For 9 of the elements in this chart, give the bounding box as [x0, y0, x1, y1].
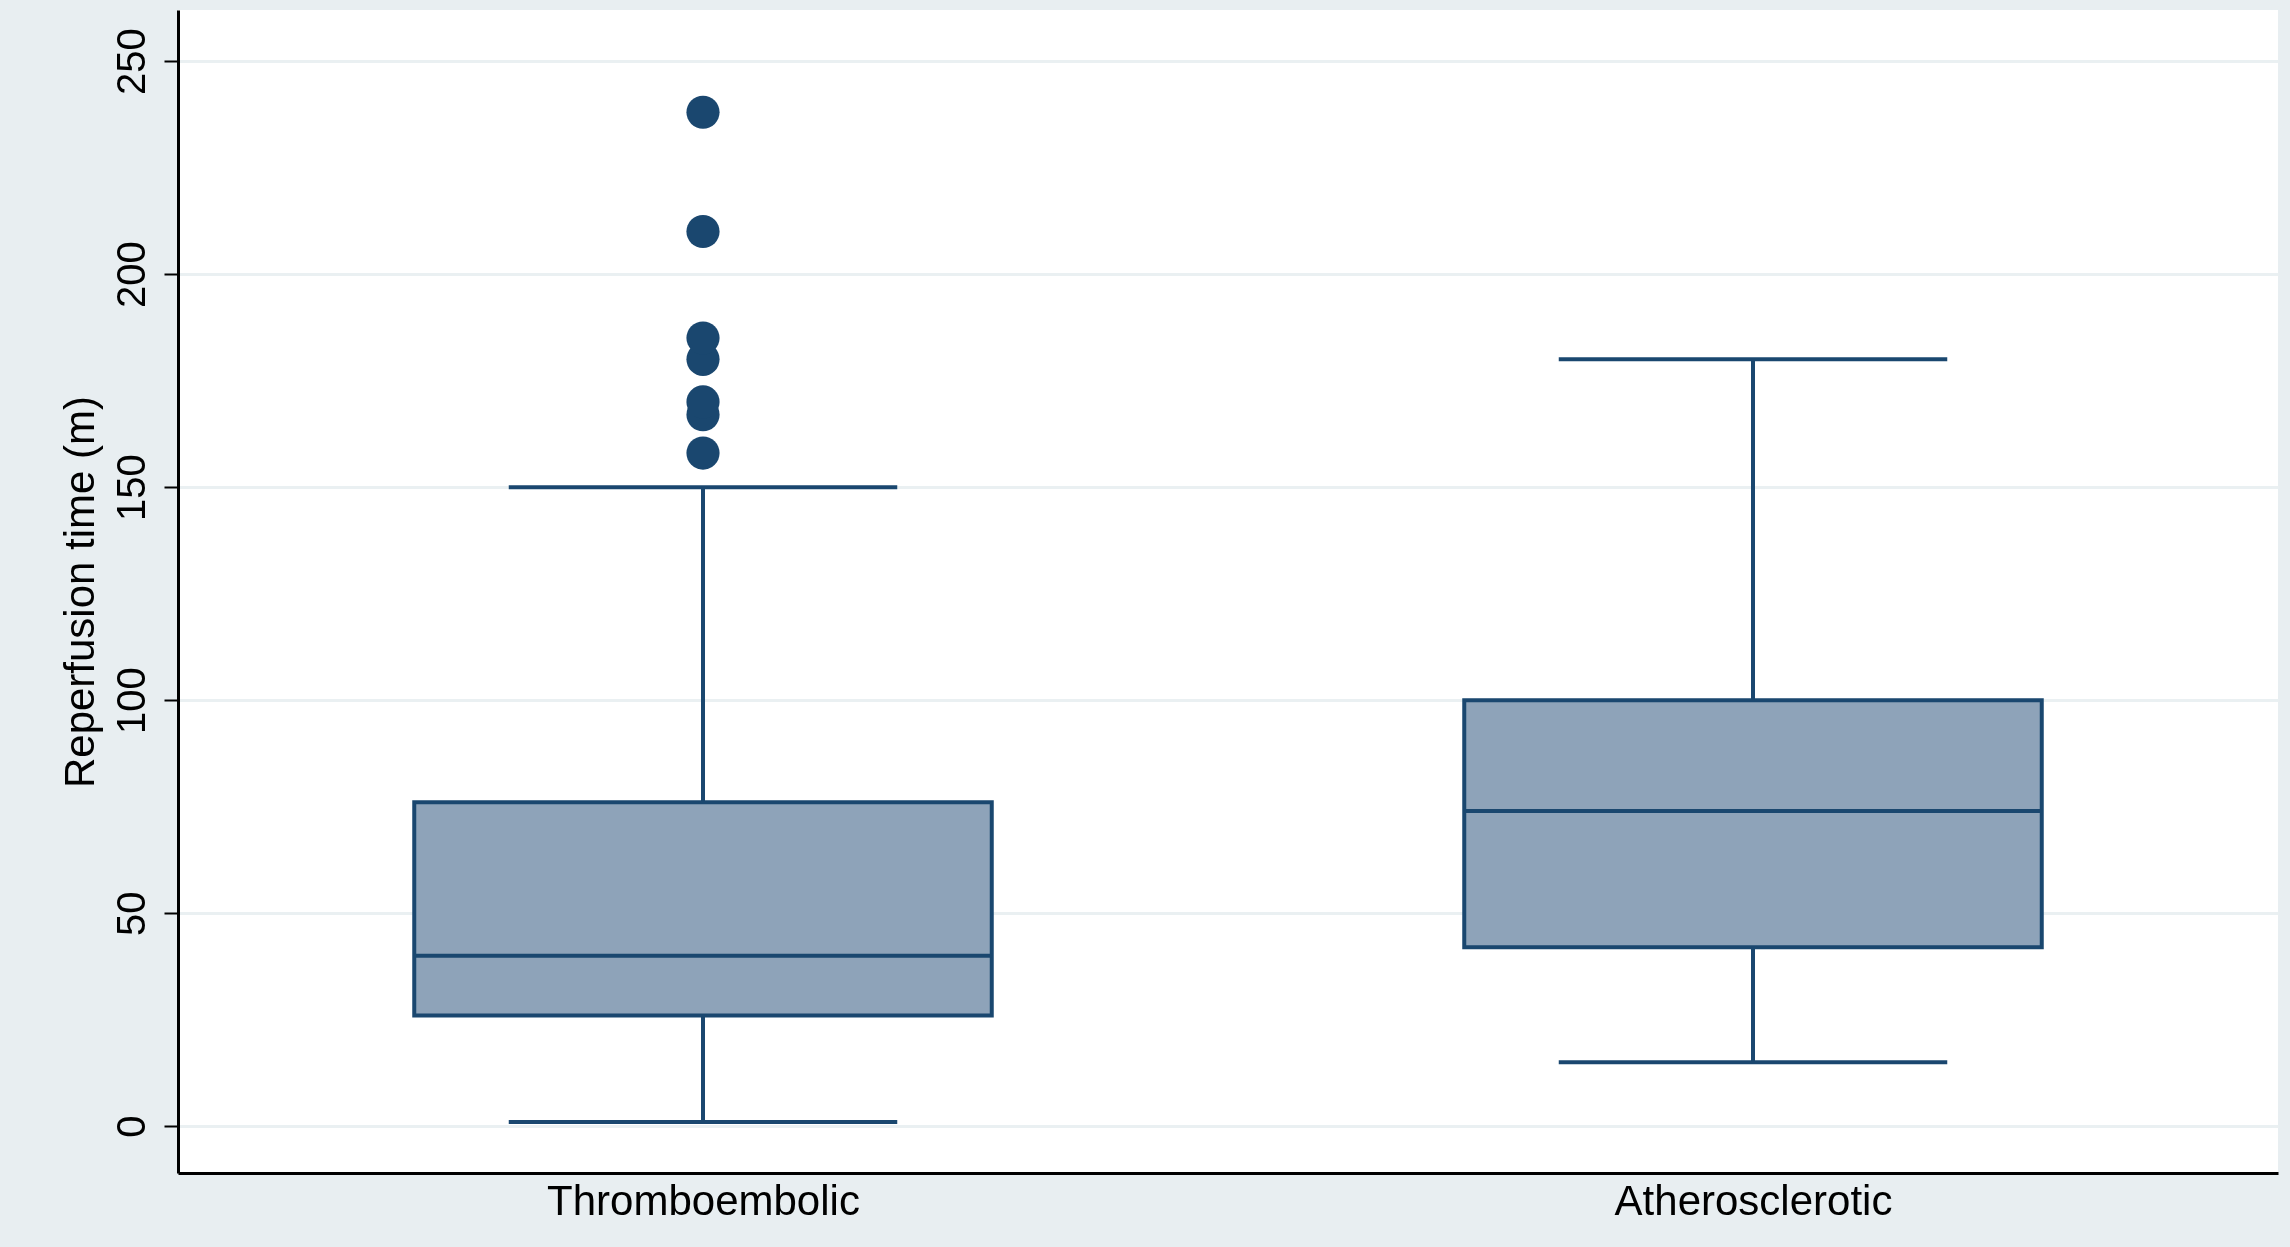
y-tick-label: 250 — [108, 28, 153, 95]
y-tick-label: 50 — [108, 891, 153, 936]
x-tick-label: Thromboembolic — [547, 1176, 860, 1224]
x-tick-label: Atherosclerotic — [1614, 1176, 1893, 1224]
y-axis-title: Reperfusion time (m) — [55, 395, 103, 789]
y-tick-label: 100 — [108, 667, 153, 735]
y-tick-label: 0 — [108, 1115, 153, 1138]
y-tick-label: 200 — [108, 241, 153, 308]
y-tick-label: 150 — [108, 454, 153, 521]
